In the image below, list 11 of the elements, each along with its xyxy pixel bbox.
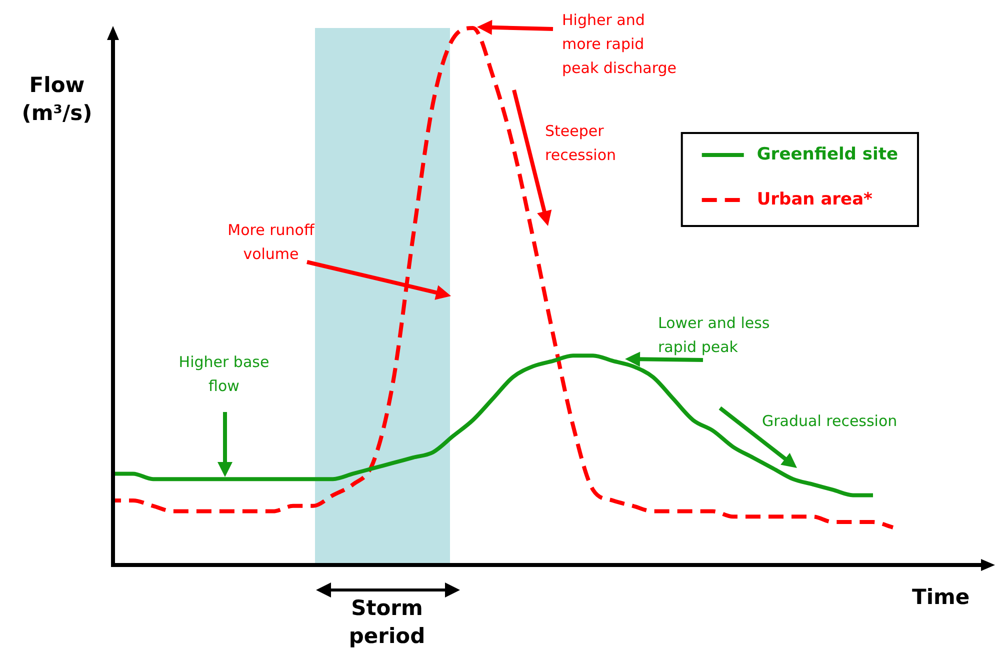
y-axis-title: Flow (m³/s) [22,72,92,127]
annotation: Higher base flow [178,352,270,397]
annotation: Lower and less rapid peak [658,313,770,358]
annotation: Gradual recession [762,411,898,432]
annotation: Steeper recession [545,121,616,166]
annotation: Higher and more rapid peak discharge [562,10,676,79]
legend-label: Urban area* [756,189,873,210]
annotation: More runoff volume [228,220,314,265]
x-axis-title: Time [912,584,970,611]
legend-label: Greenfield site [756,144,898,164]
text: Storm period [348,595,426,649]
